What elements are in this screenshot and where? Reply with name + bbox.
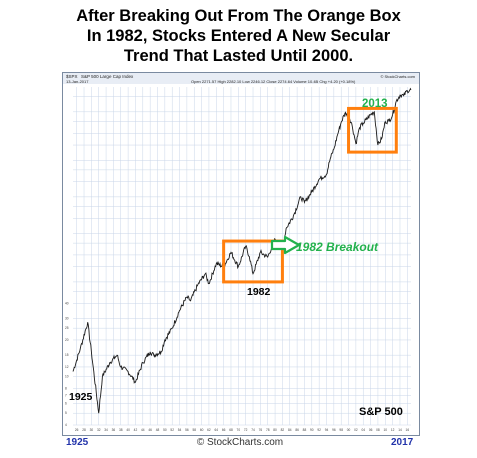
x-tick-label: 72 xyxy=(244,428,248,432)
x-tick-label: 90 xyxy=(310,428,314,432)
x-tick-label: 64 xyxy=(215,428,219,432)
x-tick-label: 96 xyxy=(332,428,336,432)
y-tick-label: 7 xyxy=(65,393,67,397)
header-stats: Open 2271.57 High 2282.10 Low 2246.12 Cl… xyxy=(191,79,356,84)
x-tick-label: 74 xyxy=(251,428,255,432)
x-tick-label: 52 xyxy=(170,428,174,432)
y-tick-label: 20 xyxy=(65,338,69,342)
x-tick-label: 02 xyxy=(354,428,358,432)
grid-lines xyxy=(73,87,411,426)
x-tick-label: 32 xyxy=(97,428,101,432)
label-2013: 2013 xyxy=(362,98,388,110)
x-tick-label: 50 xyxy=(163,428,167,432)
title-line-2: In 1982, Stocks Entered A New Secular xyxy=(86,27,391,45)
x-tick-label: 16 xyxy=(406,428,410,432)
orange-box-2000-2013 xyxy=(347,106,398,154)
x-tick-label: 62 xyxy=(207,428,211,432)
y-tick-label: 15 xyxy=(65,353,69,357)
x-tick-label: 56 xyxy=(185,428,189,432)
x-tick-label: 80 xyxy=(273,428,277,432)
y-tick-label: 40 xyxy=(65,301,69,305)
x-axis-ticks: 26 28 30 32 34 36 38 40 42 44 46 48 50 52 54 56 58 60 62 64… xyxy=(75,428,409,432)
y-axis-ticks: 4 5 6 7 8 10 12 15 20 25 30 40 xyxy=(65,301,69,427)
label-1982: 1982 xyxy=(247,286,271,298)
x-tick-label: 30 xyxy=(90,428,94,432)
y-tick-label: 8 xyxy=(65,386,67,390)
orange-box-1966-1982 xyxy=(222,239,284,284)
x-tick-label: 04 xyxy=(361,428,365,432)
header-symbol: $SPX xyxy=(66,74,78,79)
x-tick-label: 66 xyxy=(222,428,226,432)
x-tick-label: 46 xyxy=(148,428,152,432)
header-name: S&P 500 Large Cap Index xyxy=(81,74,134,79)
x-tick-label: 10 xyxy=(384,428,388,432)
price-line xyxy=(72,87,412,414)
x-tick-label: 42 xyxy=(134,428,138,432)
title-line-3: Trend That Lasted Until 2000. xyxy=(123,47,354,65)
chart-panel: $SPX S&P 500 Large Cap Index 13-Jan-2017… xyxy=(62,72,420,436)
footer-credit: © StockCharts.com xyxy=(180,437,300,448)
x-tick-label: 38 xyxy=(119,428,123,432)
x-tick-label: 12 xyxy=(391,428,395,432)
x-tick-label: 86 xyxy=(295,428,299,432)
x-tick-label: 78 xyxy=(266,428,270,432)
x-tick-label: 60 xyxy=(200,428,204,432)
x-tick-label: 58 xyxy=(192,428,196,432)
x-tick-label: 68 xyxy=(229,428,233,432)
footer-end-year: 2017 xyxy=(391,437,414,448)
y-tick-label: 10 xyxy=(65,375,69,379)
title-line-1: After Breaking Out From The Orange Box xyxy=(76,7,401,25)
label-1925: 1925 xyxy=(69,391,93,403)
x-tick-label: 28 xyxy=(82,428,86,432)
breakout-arrow-icon xyxy=(270,235,301,255)
header-bar xyxy=(63,73,419,84)
x-tick-label: 48 xyxy=(156,428,160,432)
x-tick-label: 44 xyxy=(141,428,145,432)
y-tick-label: 6 xyxy=(65,402,67,406)
x-tick-label: 26 xyxy=(75,428,79,432)
x-tick-label: 92 xyxy=(317,428,321,432)
x-tick-label: 40 xyxy=(126,428,130,432)
header-source: © StockCharts.com xyxy=(380,74,415,79)
x-tick-label: 36 xyxy=(112,428,116,432)
y-tick-label: 4 xyxy=(65,423,67,427)
x-tick-label: 76 xyxy=(259,428,263,432)
x-tick-label: 00 xyxy=(347,428,351,432)
y-tick-label: 5 xyxy=(65,411,67,415)
x-tick-label: 84 xyxy=(288,428,292,432)
x-tick-label: 98 xyxy=(339,428,343,432)
series-label: S&P 500 xyxy=(359,406,403,418)
header-date: 13-Jan-2017 xyxy=(66,79,89,84)
x-tick-label: 08 xyxy=(376,428,380,432)
x-tick-label: 82 xyxy=(281,428,285,432)
x-tick-label: 06 xyxy=(369,428,373,432)
copyright-icon: © xyxy=(196,437,205,448)
x-tick-label: 94 xyxy=(325,428,329,432)
x-tick-label: 70 xyxy=(237,428,241,432)
y-tick-label: 12 xyxy=(65,365,69,369)
price-chart: $SPX S&P 500 Large Cap Index 13-Jan-2017… xyxy=(63,73,419,432)
x-tick-label: 88 xyxy=(303,428,307,432)
footer-credit-text: StockCharts.com xyxy=(207,437,284,448)
x-tick-label: 34 xyxy=(104,428,108,432)
x-tick-label: 14 xyxy=(398,428,402,432)
footer-start-year: 1925 xyxy=(66,437,89,448)
x-tick-label: 54 xyxy=(178,428,182,432)
breakout-label: 1982 Breakout xyxy=(296,240,379,254)
y-tick-label: 25 xyxy=(65,326,69,330)
y-tick-label: 30 xyxy=(65,317,69,321)
chart-title: After Breaking Out From The Orange Box I… xyxy=(0,6,477,66)
